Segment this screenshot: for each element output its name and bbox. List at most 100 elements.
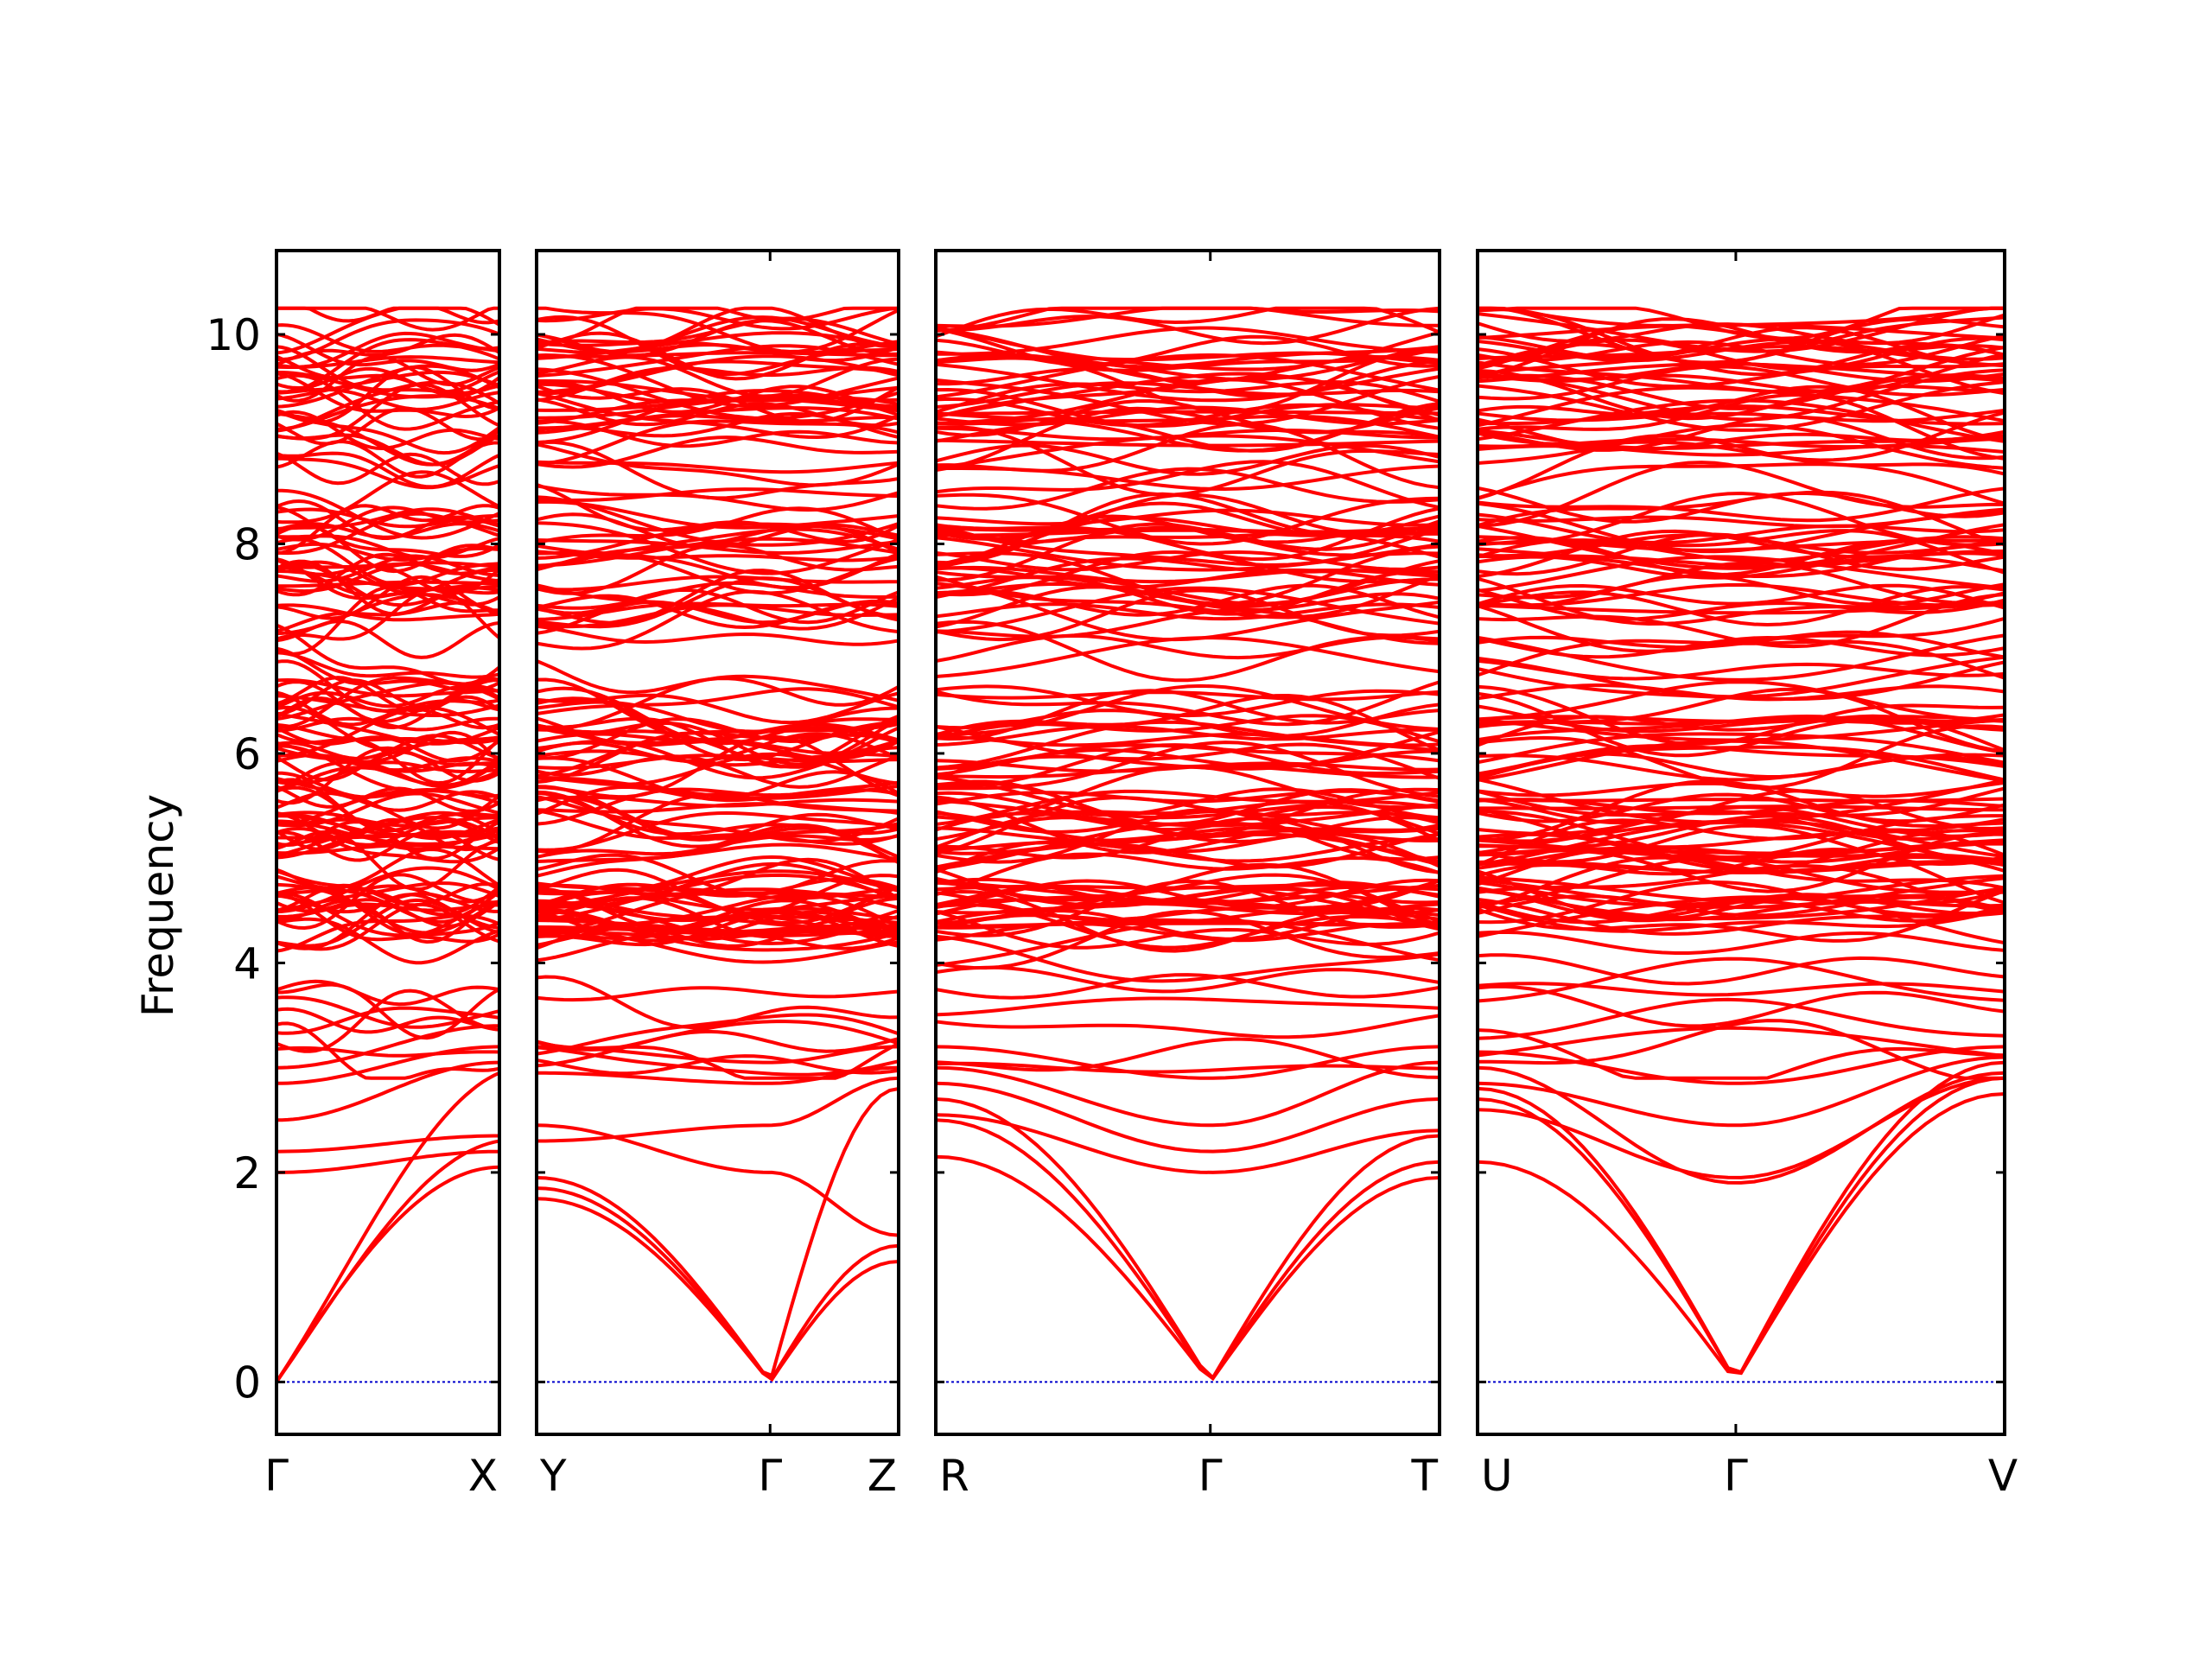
acoustic-band xyxy=(936,1154,1440,1382)
optical-band xyxy=(1478,398,2005,443)
panel-frame-0 xyxy=(275,249,501,1436)
optical-band xyxy=(537,728,899,778)
optical-band xyxy=(1478,593,2005,649)
optical-band xyxy=(537,986,899,1002)
optical-band xyxy=(276,705,499,758)
optical-band xyxy=(276,847,499,897)
acoustic-band xyxy=(936,1118,1440,1382)
optical-band xyxy=(276,507,499,529)
acoustic-band xyxy=(936,1097,1440,1381)
optical-band xyxy=(537,306,899,354)
optical-band xyxy=(276,1006,499,1035)
optical-band xyxy=(1478,655,2005,699)
optical-band xyxy=(1478,555,2005,580)
optical-band xyxy=(936,720,1440,770)
x-label-right: X xyxy=(468,1451,498,1501)
optical-band xyxy=(276,620,499,659)
optical-band xyxy=(1478,1065,2005,1185)
optical-band xyxy=(537,442,899,487)
optical-band xyxy=(1478,680,2005,723)
optical-band xyxy=(1478,797,2005,803)
optical-band xyxy=(936,883,1440,892)
optical-band xyxy=(276,1149,499,1174)
acoustic-band xyxy=(276,1139,499,1383)
optical-band xyxy=(276,354,499,398)
optical-band xyxy=(276,575,499,620)
optical-band xyxy=(1478,714,2005,753)
optical-band xyxy=(1478,1055,2005,1128)
optical-band xyxy=(936,577,1440,608)
optical-band xyxy=(936,810,1440,834)
optical-band xyxy=(936,582,1440,642)
optical-band xyxy=(1478,810,2005,843)
optical-band xyxy=(276,387,499,411)
optical-band xyxy=(1478,779,2005,842)
optical-band xyxy=(1478,535,2005,552)
optical-band xyxy=(936,508,1440,527)
optical-band xyxy=(1478,408,2005,423)
x-label-left: Γ xyxy=(264,1451,289,1501)
optical-band xyxy=(537,355,899,398)
optical-band xyxy=(537,756,899,803)
optical-band xyxy=(936,1014,1440,1039)
optical-band xyxy=(537,435,899,469)
optical-band xyxy=(1478,861,2005,874)
optical-band xyxy=(936,460,1440,510)
optical-band xyxy=(276,750,499,783)
optical-band xyxy=(276,1007,499,1034)
optical-band xyxy=(1478,574,2005,608)
optical-band xyxy=(537,331,899,381)
optical-band xyxy=(537,915,899,941)
optical-band xyxy=(537,1046,899,1077)
optical-band xyxy=(936,868,1440,911)
optical-band xyxy=(537,910,899,949)
optical-band xyxy=(537,419,899,466)
optical-band xyxy=(936,405,1440,427)
optical-band xyxy=(936,808,1440,864)
optical-band xyxy=(276,373,499,431)
optical-band xyxy=(276,557,499,595)
optical-band xyxy=(276,902,499,918)
optical-band xyxy=(1478,823,2005,867)
y-tick-label: 10 xyxy=(206,310,261,360)
optical-band xyxy=(537,538,899,556)
optical-band xyxy=(276,370,499,401)
y-tick-label: 4 xyxy=(233,938,261,988)
optical-band xyxy=(276,899,499,944)
optical-band xyxy=(1478,584,2005,627)
optical-band xyxy=(276,410,499,451)
optical-band xyxy=(936,724,1440,747)
optical-band xyxy=(276,677,499,698)
optical-band xyxy=(276,1024,499,1070)
optical-band xyxy=(537,1123,899,1237)
optical-band xyxy=(537,795,899,808)
optical-band xyxy=(936,525,1440,567)
optical-band xyxy=(936,588,1440,642)
optical-band xyxy=(537,583,899,631)
frames-layer xyxy=(275,249,2006,1436)
optical-band xyxy=(537,575,899,592)
optical-band xyxy=(537,306,899,346)
optical-band xyxy=(936,602,1440,621)
optical-band xyxy=(936,327,1440,369)
optical-band xyxy=(936,306,1440,339)
optical-band xyxy=(276,676,499,713)
optical-band xyxy=(537,601,899,621)
optical-band xyxy=(537,543,899,590)
optical-band xyxy=(537,1054,899,1076)
optical-band xyxy=(276,917,499,965)
optical-band xyxy=(1478,555,2005,593)
optical-band xyxy=(276,411,499,467)
acoustic-band xyxy=(537,1197,899,1382)
optical-band xyxy=(276,561,499,570)
y-ticks-layer: 0 2 4 6 8 10 xyxy=(206,310,261,1408)
optical-band xyxy=(276,988,499,1053)
optical-band xyxy=(936,326,1440,356)
optical-band xyxy=(1478,423,2005,470)
optical-band xyxy=(537,674,899,732)
optical-band xyxy=(1478,415,2005,461)
optical-band xyxy=(537,483,899,543)
optical-band xyxy=(1478,365,2005,401)
x-label-right: T xyxy=(1410,1451,1438,1501)
optical-band xyxy=(1478,583,2005,610)
